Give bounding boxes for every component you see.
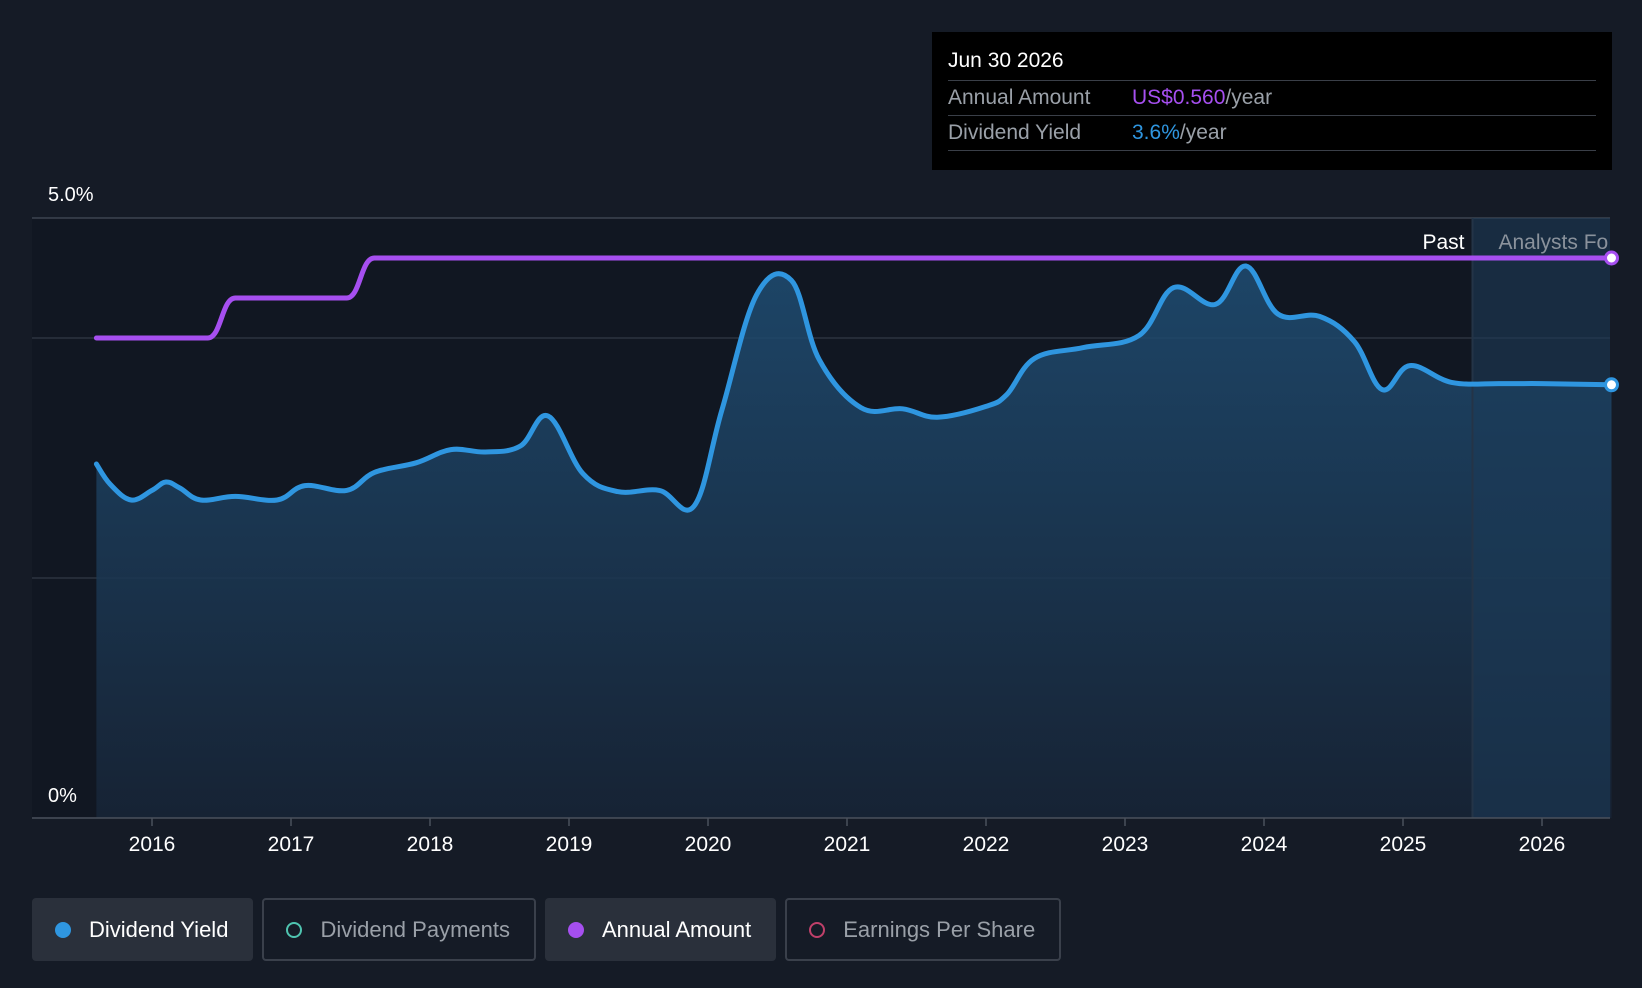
legend-dividend-yield-button[interactable]: Dividend Yield	[32, 898, 254, 961]
tooltip-dividend-yield-label: Dividend Yield	[948, 121, 1082, 144]
hover-tooltip: Jun 30 2026 Annual Amount US$0.560 /year…	[932, 32, 1612, 170]
earnings-per-share-ring-icon	[809, 921, 826, 938]
dividend-yield-area	[96, 265, 1612, 818]
dividend-payments-ring-icon	[286, 921, 303, 938]
yield-area	[96, 265, 1612, 818]
dividend-yield-end-marker	[1604, 377, 1619, 393]
tooltip-dividend-yield-unit: /year	[1179, 121, 1227, 144]
legend-dividend-payments-label: Dividend Payments	[320, 916, 510, 942]
dividend-yield-line	[93, 263, 1614, 513]
tooltip-annual-amount-unit: /year	[1225, 86, 1273, 109]
x-tick-label: 2021	[824, 833, 871, 856]
x-tick-label: 2018	[407, 833, 454, 856]
y-min-label: 0%	[48, 785, 77, 807]
x-tick-label: 2026	[1519, 833, 1566, 856]
annual-amount-dot-icon	[567, 921, 584, 938]
tooltip-annual-amount-value: US$0.560	[1132, 86, 1226, 109]
tooltip-date: Jun 30 2026	[948, 46, 1596, 81]
legend-annual-amount-button[interactable]: Annual Amount	[544, 898, 777, 961]
x-tick-label: 2022	[963, 833, 1010, 856]
dividend-yield-dot-icon	[55, 921, 71, 938]
x-tick-label: 2025	[1380, 833, 1427, 856]
annual-amount-line	[93, 255, 1614, 341]
chart-labels: 5.0% 0% Past Analysts Fo	[48, 184, 1608, 807]
legend-annual-amount-label: Annual Amount	[601, 916, 752, 942]
tooltip-row-annual-amount: Annual Amount US$0.560 /year	[948, 81, 1596, 116]
x-axis: 2016 2017 2018 2019 2020 2021 2022 2023 2024 2025…	[32, 817, 1610, 856]
chart-legend: Dividend Yield Dividend Payments Annual …	[32, 898, 1062, 961]
forecast-region	[1471, 218, 1610, 818]
tooltip-annual-amount-label: Annual Amount	[948, 86, 1091, 109]
legend-earnings-per-share-button[interactable]: Earnings Per Share	[785, 898, 1062, 961]
legend-dividend-yield-label: Dividend Yield	[89, 916, 229, 942]
series-lines	[93, 250, 1619, 513]
x-tick-label: 2023	[1102, 833, 1149, 856]
x-tick-label: 2024	[1241, 833, 1288, 856]
analysts-forecast-label: Analysts Fo	[1499, 231, 1609, 254]
y-max-label: 5.0%	[48, 184, 94, 206]
tooltip-row-dividend-yield: Dividend Yield 3.6% /year	[948, 116, 1596, 151]
legend-dividend-payments-button[interactable]: Dividend Payments	[262, 898, 536, 961]
x-tick-label: 2020	[685, 833, 732, 856]
forecast-band	[1472, 218, 1610, 818]
x-tick-label: 2016	[129, 833, 176, 856]
past-label: Past	[1422, 231, 1464, 254]
x-tick-label: 2017	[268, 833, 315, 856]
annual-amount-end-marker	[1604, 250, 1619, 266]
legend-earnings-per-share-label: Earnings Per Share	[843, 916, 1036, 942]
x-tick-label: 2019	[546, 833, 593, 856]
tooltip-dividend-yield-value: 3.6%	[1132, 121, 1180, 144]
